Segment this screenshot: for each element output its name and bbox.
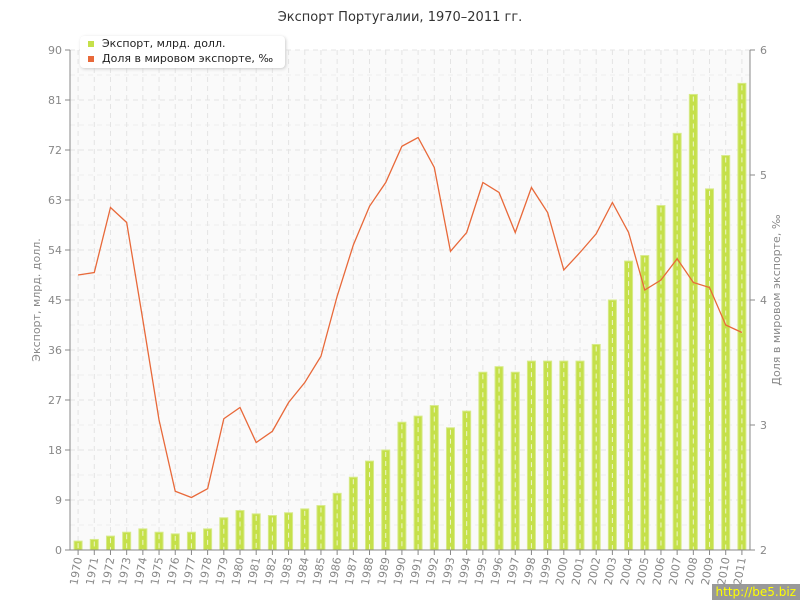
- x-tick-label: 2005: [634, 556, 652, 586]
- x-tick-label: 1991: [407, 556, 425, 586]
- legend: Экспорт, млрд. долл. Доля в мировом эксп…: [80, 36, 285, 68]
- y-tick-label: 9: [55, 494, 62, 507]
- x-tick-label: 1993: [440, 556, 458, 586]
- line-series: [77, 136, 743, 499]
- x-tick-label: 1996: [488, 556, 506, 586]
- legend-item-export[interactable]: Экспорт, млрд. долл.: [80, 36, 285, 51]
- y-tick-label: 18: [48, 444, 62, 457]
- watermark: http://be5.biz: [711, 584, 800, 600]
- y2-tick-label: 2: [760, 544, 767, 557]
- x-tick-label: 2002: [585, 556, 603, 586]
- y-tick-label: 72: [48, 144, 62, 157]
- x-tick-label: 1999: [537, 556, 555, 586]
- x-tick-label: 1988: [359, 556, 377, 586]
- x-tick-label: 1989: [375, 556, 393, 586]
- x-tick-label: 2009: [699, 556, 717, 586]
- x-tick-label: 2004: [618, 556, 636, 586]
- legend-swatch: [88, 40, 94, 47]
- y-tick-label: 36: [48, 344, 62, 357]
- x-tick-label: 1997: [505, 556, 523, 586]
- y-tick-label: 54: [48, 244, 62, 257]
- plot-area: [70, 50, 750, 550]
- x-tick-label: 1987: [343, 556, 361, 586]
- bar: [705, 188, 715, 551]
- legend-label: Экспорт, млрд. долл.: [102, 37, 226, 50]
- x-tick-label: 1995: [472, 556, 490, 586]
- x-tick-label: 1982: [262, 556, 280, 586]
- x-tick-label: 1986: [326, 556, 344, 586]
- x-tick-label: 1998: [521, 556, 539, 586]
- x-tick-label: 2008: [683, 556, 701, 586]
- x-tick-label: 1981: [245, 556, 263, 586]
- bar: [510, 371, 520, 551]
- x-tick-label: 1994: [456, 556, 474, 586]
- y2-tick-label: 5: [760, 169, 767, 182]
- y-tick-label: 81: [48, 94, 62, 107]
- y-tick-label: 63: [48, 194, 62, 207]
- legend-swatch: [88, 55, 94, 62]
- x-tick-label: 2001: [569, 556, 587, 586]
- x-tick-label: 2007: [666, 556, 684, 586]
- legend-label: Доля в мировом экспорте, ‰: [102, 52, 274, 65]
- y2-tick-label: 4: [760, 294, 767, 307]
- x-tick-label: 1980: [229, 556, 247, 586]
- chart-title: Экспорт Португалии, 1970–2011 гг.: [277, 10, 523, 25]
- y2-tick-label: 6: [760, 44, 767, 57]
- x-tick-label: 1970: [67, 556, 85, 586]
- x-tick-label: 1992: [424, 556, 442, 586]
- x-tick-label: 1976: [165, 556, 183, 586]
- bar: [348, 476, 358, 551]
- x-tick-label: 1973: [116, 556, 134, 586]
- y2-tick-label: 3: [760, 419, 767, 432]
- bar: [397, 421, 407, 551]
- x-tick-label: 1975: [148, 556, 166, 586]
- x-tick-label: 1979: [213, 556, 231, 586]
- x-tick-label: 2006: [650, 556, 668, 586]
- x-tick-label: 1974: [132, 556, 150, 586]
- y-tick-label: 27: [48, 394, 62, 407]
- y-tick-label: 45: [48, 294, 62, 307]
- legend-item-share[interactable]: Доля в мировом экспорте, ‰: [80, 51, 285, 66]
- y-tick-label: 0: [55, 544, 62, 557]
- x-tick-label: 2011: [731, 556, 749, 586]
- x-tick-label: 2003: [602, 556, 620, 586]
- x-tick-label: 2000: [553, 556, 571, 586]
- x-tick-label: 1977: [181, 556, 199, 586]
- x-tick-label: 1972: [100, 556, 118, 586]
- x-tick-label: 1983: [278, 556, 296, 586]
- x-tick-label: 1984: [294, 556, 312, 586]
- x-tick-label: 1985: [310, 556, 328, 586]
- bar: [478, 371, 488, 551]
- x-tick-label: 2010: [715, 556, 733, 586]
- y-tick-label: 90: [48, 44, 62, 57]
- y2-axis-title: Доля в мировом экспорте, ‰: [770, 214, 783, 385]
- y-axis-title: Экспорт, млрд. долл.: [30, 238, 43, 361]
- x-tick-label: 1971: [84, 556, 102, 586]
- x-tick-label: 1990: [391, 556, 409, 586]
- x-tick-label: 1978: [197, 556, 215, 586]
